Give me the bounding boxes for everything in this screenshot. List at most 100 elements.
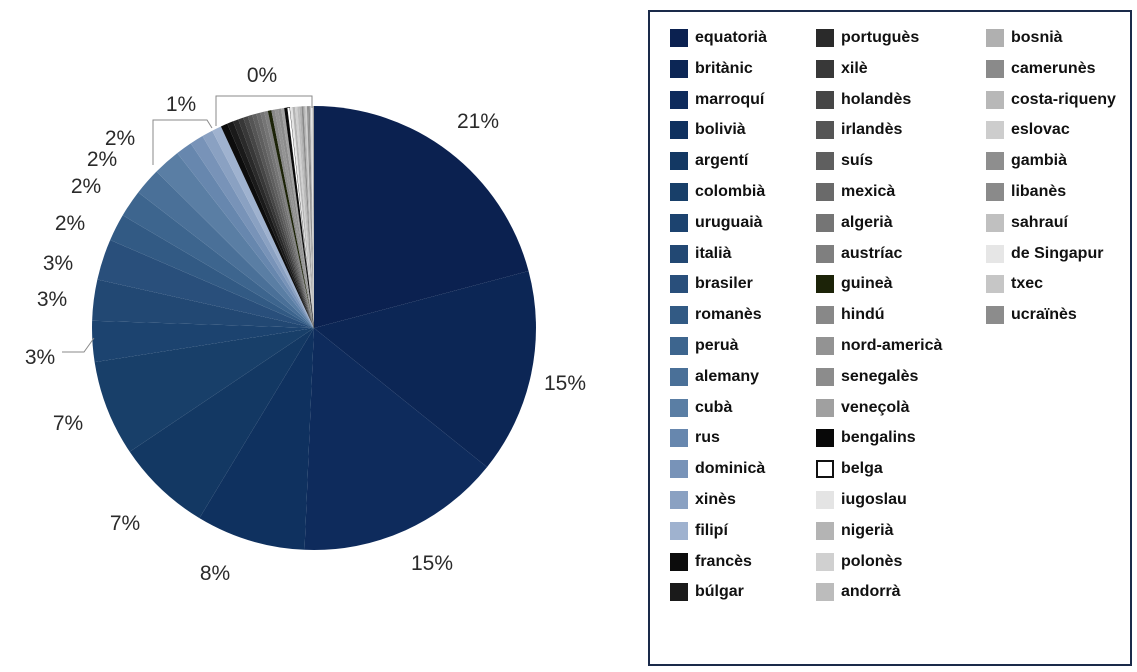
legend-swatch	[986, 121, 1004, 140]
legend-label: algerià	[841, 213, 893, 231]
legend-label: costa-riqueny	[1011, 90, 1116, 108]
legend-label: equatorià	[695, 29, 768, 46]
pie-slice-dominica	[190, 136, 314, 328]
legend-item-polones: polonès	[816, 550, 902, 574]
legend-label: britànic	[695, 59, 753, 77]
legend-label: nigerià	[841, 521, 894, 539]
slice-label-colombia: 7%	[53, 412, 83, 435]
pie-slice-britanic	[314, 271, 536, 468]
slice-label-italia: 3%	[37, 288, 67, 311]
legend-swatch	[670, 337, 688, 355]
pie-slice-bolivia	[199, 328, 314, 550]
pie-slice-romanes	[110, 215, 315, 328]
legend-swatch	[816, 183, 834, 201]
legend-item-bosnia: bosnià	[986, 26, 1063, 50]
leader-line	[152, 119, 213, 165]
legend-label: mexicà	[841, 183, 896, 200]
legend-swatch	[816, 59, 834, 78]
legend-item-libanes: libanès	[986, 180, 1066, 204]
legend-swatch	[670, 460, 688, 479]
slice-label-filipi: 1%	[166, 93, 196, 116]
legend-item-irlandes: irlandès	[816, 118, 902, 142]
legend-swatch	[670, 306, 688, 325]
legend-item-portugues: portuguès	[816, 26, 919, 50]
pie-slice-libanes	[308, 106, 314, 328]
legend-item-mexica: mexicà	[816, 180, 895, 204]
legend-item-rus: rus	[670, 426, 720, 450]
legend-swatch	[816, 29, 834, 47]
legend-swatch	[816, 398, 834, 417]
legend-swatch	[816, 275, 834, 294]
legend-item-belga: belga	[816, 457, 883, 481]
legend-swatch	[986, 244, 1004, 263]
leader-lines	[62, 95, 313, 353]
legend-item-ucraines: ucraïnès	[986, 303, 1077, 327]
legend-label: xinès	[695, 491, 736, 508]
legend-item-sahraui: sahrauí	[986, 211, 1068, 235]
legend-label: francès	[695, 552, 752, 570]
legend-label: marroquí	[695, 90, 765, 108]
legend-swatch	[986, 213, 1004, 232]
legend-item-nigeria: nigerià	[816, 519, 893, 543]
leader-line	[215, 95, 313, 126]
slice-label-romanes: 2%	[55, 212, 85, 235]
legend-swatch	[816, 306, 834, 325]
legend-item-txec: txec	[986, 272, 1043, 296]
legend-swatch	[670, 521, 688, 540]
legend-label: irlandès	[841, 121, 903, 139]
pie-slice-venecola	[281, 108, 314, 329]
legend-swatch	[670, 244, 688, 263]
legend-item-costa-riqueny: costa-riqueny	[986, 88, 1116, 112]
pie-slice-portugues	[233, 119, 314, 328]
legend-label: portuguès	[841, 29, 920, 46]
legend-item-nord-america: nord-americà	[816, 334, 942, 358]
legend-swatch	[816, 90, 834, 109]
legend-label: veneçolà	[841, 398, 910, 416]
legend-label: sahrauí	[1011, 213, 1068, 231]
pie-slice-de-singapur	[311, 106, 314, 328]
legend-item-guinea: guineà	[816, 272, 893, 296]
legend-swatch	[670, 367, 688, 386]
legend-label: cubà	[695, 398, 733, 416]
pie-slice-sahraui	[309, 106, 314, 329]
legend-item-venecola: veneçolà	[816, 396, 909, 420]
legend-item-frances: francès	[670, 550, 752, 574]
legend-swatch	[816, 583, 834, 602]
legend-item-de-singapur: de Singapur	[986, 242, 1103, 266]
legend-item-italia: italià	[670, 242, 731, 266]
legend-label: uruguaià	[695, 213, 763, 231]
pie-slice-costa-riqueny	[303, 106, 314, 328]
slice-label-ucraines: 0%	[247, 64, 277, 87]
legend-swatch	[816, 491, 834, 509]
legend-swatch	[816, 460, 834, 479]
pie-slice-rus	[177, 143, 314, 328]
legend-item-bulgar: búlgar	[670, 580, 744, 604]
legend-swatch	[670, 213, 688, 232]
legend-label: suís	[841, 152, 874, 170]
legend-item-perua: peruà	[670, 334, 739, 358]
legend-label: txec	[1011, 275, 1044, 293]
legend-label: polonès	[841, 552, 903, 570]
legend-item-dominica: dominicà	[670, 457, 765, 481]
slice-label-brasiler: 3%	[43, 252, 73, 275]
pie-slice-nord-america	[274, 108, 314, 328]
pie-slice-uruguaia	[91, 320, 315, 363]
pie-slices	[91, 105, 536, 551]
legend-label: iugoslau	[841, 491, 907, 508]
legend-label: italià	[695, 244, 732, 262]
pie-slice-camerunes	[301, 106, 314, 328]
legend-swatch	[670, 183, 688, 201]
pie-slice-holandes	[243, 116, 314, 328]
pie-slice-cuba	[156, 153, 314, 328]
legend-label: hindú	[841, 306, 885, 324]
legend-swatch	[816, 244, 834, 263]
legend-label: camerunès	[1011, 59, 1096, 77]
legend-item-alemany: alemany	[670, 365, 759, 389]
legend-item-bolivia: bolivià	[670, 118, 746, 142]
legend-label: alemany	[695, 367, 760, 385]
legend-item-suis: suís	[816, 149, 873, 173]
legend-label: filipí	[695, 521, 728, 539]
pie-slice-perua	[122, 192, 314, 328]
legend-label: de Singapur	[1011, 244, 1104, 262]
pie-slice-argenti	[129, 328, 314, 519]
